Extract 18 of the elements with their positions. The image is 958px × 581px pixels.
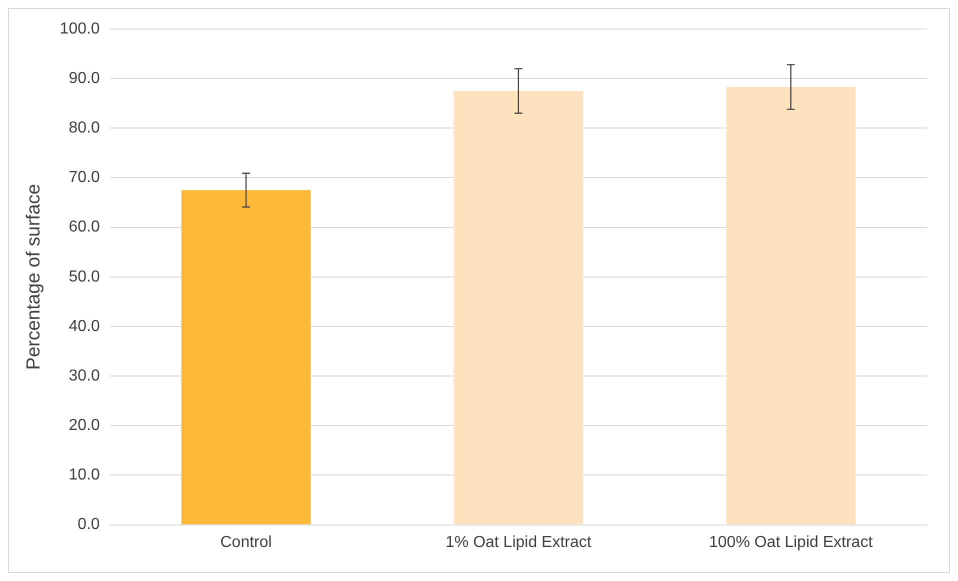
y-tick-label: 100.0 [60,20,100,38]
y-tick-label: 10.0 [68,466,100,484]
y-tick-label: 70.0 [68,169,100,186]
y-tick-label: 50.0 [68,268,100,286]
x-tick-label: 100% Oat Lipid Extract [708,534,874,551]
y-tick-label: 30.0 [68,367,100,384]
y-tick-label: 80.0 [68,120,100,137]
y-tick-label: 0.0 [78,516,100,534]
y-tick-label: 20.0 [68,417,100,434]
bar [181,190,311,524]
y-tick-label: 60.0 [68,218,100,236]
y-axis-title: Percentage of surface [24,184,45,370]
x-tick-label: Control [220,534,272,551]
y-tick-label: 40.0 [68,318,100,335]
y-tick-label: 90.0 [68,70,100,87]
bar [454,90,584,524]
bar [726,87,856,524]
x-tick-label: 1% Oat Lipid Extract [446,534,592,551]
